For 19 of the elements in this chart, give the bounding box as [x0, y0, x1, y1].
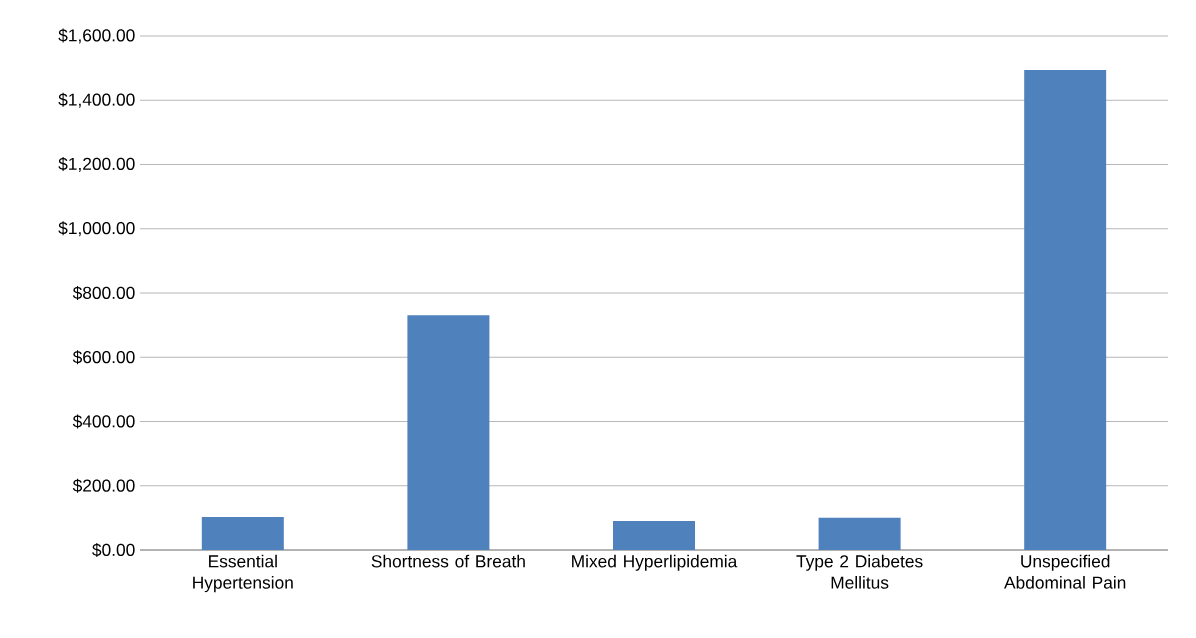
- y-tick-label: $1,600.00: [58, 28, 135, 44]
- y-tick-label: $1,000.00: [58, 221, 135, 237]
- bar: [1024, 70, 1107, 550]
- bar: [818, 517, 901, 550]
- x-tick-label: Essential Hypertension: [193, 554, 293, 593]
- bar: [201, 516, 284, 550]
- y-tick-label: $600.00: [72, 350, 135, 365]
- y-tick-label: $400.00: [72, 414, 135, 429]
- y-tick-label: $1,200.00: [58, 156, 135, 173]
- x-tick-label: Shortness of Breath: [371, 554, 525, 568]
- x-tick-label: Unspecified Abdominal Pain: [1004, 554, 1126, 589]
- bar: [407, 315, 490, 550]
- y-tick-label: $0.00: [92, 542, 135, 557]
- x-tick-label: Mixed Hyperlipidemia: [572, 554, 738, 571]
- y-tick-label: $200.00: [72, 478, 135, 493]
- x-tick-label: Type 2 Diabetes Mellitus: [796, 554, 923, 589]
- y-tick-label: $800.00: [72, 285, 135, 300]
- bar: [613, 521, 696, 550]
- y-tick-label: $1,400.00: [58, 92, 135, 108]
